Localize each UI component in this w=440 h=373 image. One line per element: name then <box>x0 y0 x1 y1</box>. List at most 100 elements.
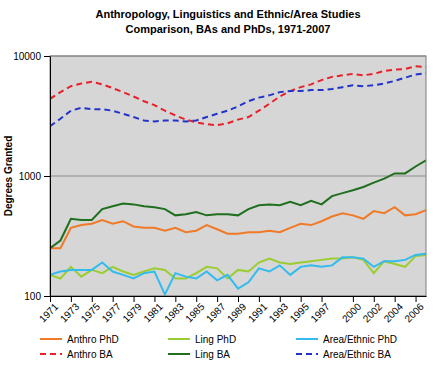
x-tick-mark <box>92 296 93 302</box>
x-tick-mark <box>175 296 176 302</box>
x-tick-label: 1987 <box>204 301 228 325</box>
legend-item: Ling PhD <box>168 334 236 345</box>
y-tick-mark <box>44 296 50 297</box>
x-tick: 1979 <box>120 296 144 324</box>
x-tick-mark <box>395 296 396 302</box>
x-tick-mark <box>113 296 114 302</box>
x-tick: 1987 <box>204 296 228 324</box>
x-tick-label: 2000 <box>340 301 364 325</box>
x-tick: 1973 <box>58 296 82 324</box>
legend-item: Ling BA <box>168 349 230 360</box>
x-tick-mark <box>154 296 155 302</box>
x-tick-mark <box>374 296 375 302</box>
legend-label: Ling PhD <box>195 334 236 345</box>
series-line <box>50 66 426 125</box>
legend-item: Area/Ethnic BA <box>296 349 391 360</box>
x-tick-label: 1981 <box>141 301 165 325</box>
legend-item: Area/Ethnic PhD <box>296 334 397 345</box>
x-tick-mark <box>238 296 239 302</box>
x-tick: 1977 <box>100 296 124 324</box>
legend-swatch <box>40 338 62 340</box>
x-tick-mark <box>50 296 51 302</box>
plot-background <box>50 56 426 296</box>
x-tick: 2006 <box>402 296 426 324</box>
x-tick-label: 1985 <box>183 301 207 325</box>
x-tick-label: 1977 <box>100 301 124 325</box>
y-tick-label: 100 <box>24 291 41 302</box>
x-tick-mark <box>416 296 417 302</box>
x-tick-label: 1979 <box>120 301 144 325</box>
x-tick: 2000 <box>340 296 364 324</box>
legend-label: Area/Ethnic PhD <box>323 334 397 345</box>
x-tick: 1995 <box>288 296 312 324</box>
y-tick-mark <box>44 176 50 177</box>
legend-item: Anthro BA <box>40 349 113 360</box>
x-tick-mark <box>71 296 72 302</box>
legend-swatch <box>40 353 62 355</box>
x-tick: 1989 <box>225 296 249 324</box>
x-tick-mark <box>301 296 302 302</box>
x-tick-mark <box>259 296 260 302</box>
x-tick: 1975 <box>79 296 103 324</box>
legend-label: Anthro BA <box>67 349 113 360</box>
x-tick-label: 1973 <box>58 301 82 325</box>
x-axis: 1971197319751977197919811983198519871989… <box>37 296 427 324</box>
x-tick: 1971 <box>37 296 61 324</box>
legend-swatch <box>168 353 190 355</box>
x-tick-label: 1989 <box>225 301 249 325</box>
series-group <box>50 66 426 294</box>
legend-swatch <box>296 338 318 340</box>
x-tick-label: 1997 <box>308 301 332 325</box>
chart: Anthropology, Linguistics and Ethnic/Are… <box>0 0 440 373</box>
x-tick-mark <box>217 296 218 302</box>
x-tick: 1981 <box>141 296 165 324</box>
y-tick-mark <box>44 56 50 57</box>
title: Anthropology, Linguistics and Ethnic/Are… <box>95 8 360 20</box>
x-tick: 1997 <box>308 296 332 324</box>
x-tick-label: 1975 <box>79 301 103 325</box>
x-tick-label: 1983 <box>162 301 186 325</box>
y-tick: 10000 <box>13 51 50 62</box>
subtitle: Comparison, BAs and PhDs, 1971-2007 <box>126 23 331 35</box>
legend: Anthro PhD Ling PhD Area/Ethnic PhD Anthro … <box>40 334 397 360</box>
y-axis-line <box>50 57 51 297</box>
x-tick-label: 2004 <box>382 301 406 325</box>
x-tick-label: 1995 <box>288 301 312 325</box>
x-tick: 1993 <box>267 296 291 324</box>
y-axis-title: Degrees Granted <box>3 136 14 217</box>
y-tick-label: 10000 <box>13 51 41 62</box>
x-tick-mark <box>134 296 135 302</box>
y-axis: 100 1000 10000 <box>13 51 50 302</box>
legend-swatch <box>168 338 190 340</box>
series-line <box>50 254 426 295</box>
plot: 100 1000 10000 1971197319751977197919811983… <box>13 51 426 325</box>
legend-label: Area/Ethnic BA <box>323 349 391 360</box>
y-tick: 100 <box>24 291 50 302</box>
plot-frame <box>50 56 426 296</box>
grid-line <box>50 176 426 177</box>
x-tick-label: 1971 <box>37 301 61 325</box>
legend-label: Anthro PhD <box>67 334 119 345</box>
x-tick-label: 1991 <box>246 301 270 325</box>
x-tick-mark <box>353 296 354 302</box>
series-line <box>50 207 426 248</box>
x-tick-label: 1993 <box>267 301 291 325</box>
x-tick: 2002 <box>361 296 385 324</box>
legend-label: Ling BA <box>195 349 230 360</box>
x-tick-mark <box>322 296 323 302</box>
grid <box>50 56 426 296</box>
x-tick-mark <box>196 296 197 302</box>
x-tick: 1983 <box>162 296 186 324</box>
series-line <box>50 160 426 248</box>
x-tick: 1991 <box>246 296 270 324</box>
x-tick-mark <box>280 296 281 302</box>
legend-swatch <box>296 353 318 355</box>
legend-item: Anthro PhD <box>40 334 119 345</box>
x-tick-label: 2002 <box>361 301 385 325</box>
x-tick: 1985 <box>183 296 207 324</box>
x-tick-label: 2006 <box>402 301 426 325</box>
y-tick-label: 1000 <box>19 171 42 182</box>
x-tick: 2004 <box>382 296 406 324</box>
series-line <box>50 73 426 126</box>
y-tick: 1000 <box>19 171 50 182</box>
